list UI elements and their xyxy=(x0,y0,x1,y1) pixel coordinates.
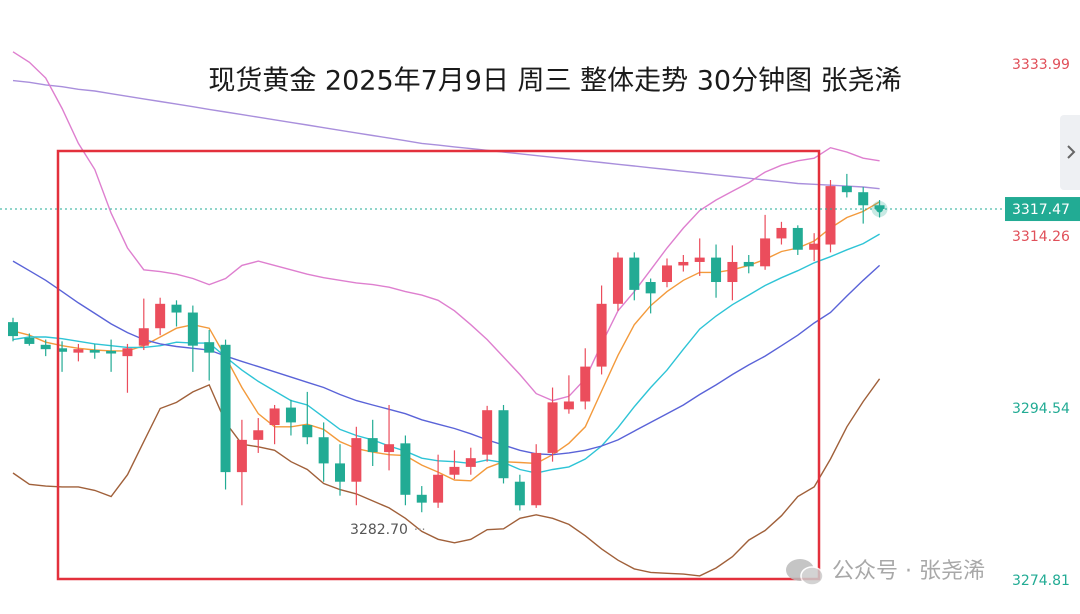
annotation-dots: ··· xyxy=(414,523,425,537)
candle-body xyxy=(629,257,640,290)
indicator-line xyxy=(12,260,881,456)
candle-body xyxy=(24,337,35,344)
candle-body xyxy=(335,463,345,482)
candles xyxy=(8,173,885,513)
candle-body xyxy=(155,303,166,329)
indicator-line xyxy=(12,378,881,577)
last-price-tag xyxy=(1005,197,1080,222)
indicator-lines xyxy=(12,51,881,577)
candle-body xyxy=(122,348,133,357)
candle-body xyxy=(792,227,803,250)
candle-body xyxy=(465,458,476,467)
y-tick-label: 3274.81 xyxy=(1012,573,1070,589)
candle-body xyxy=(662,265,672,283)
candle-body xyxy=(841,186,852,193)
candle-body xyxy=(236,439,247,473)
candle-body xyxy=(73,349,84,353)
candle-body xyxy=(171,304,182,313)
candle-body xyxy=(106,350,117,354)
indicator-line xyxy=(12,79,880,190)
watermark: 公众号 · 张尧浠 xyxy=(786,559,985,586)
indicator-line xyxy=(12,51,880,402)
candle-body xyxy=(678,261,689,266)
candle-body xyxy=(400,443,411,495)
candle-body xyxy=(743,261,754,267)
candle-body xyxy=(596,303,607,367)
last-price-label: 3317.47 xyxy=(1012,202,1070,218)
candle-body xyxy=(825,186,836,245)
candle-body xyxy=(645,282,656,294)
watermark-icon xyxy=(800,566,824,586)
low-annotation: 3282.70 xyxy=(350,522,408,538)
candle-body xyxy=(204,342,215,353)
candle-body xyxy=(858,192,869,206)
side-button[interactable] xyxy=(1060,115,1080,190)
candle-body xyxy=(253,430,264,440)
candle-body xyxy=(809,243,820,250)
candle-body xyxy=(727,261,738,283)
candle-body xyxy=(694,257,705,262)
candle-body xyxy=(285,407,296,423)
candle-body xyxy=(138,328,149,346)
side-button-bg[interactable] xyxy=(1060,115,1080,190)
candle-body xyxy=(514,481,525,506)
y-tick-label: 3294.54 xyxy=(1012,401,1070,417)
candle-body xyxy=(302,425,313,438)
candle-body xyxy=(498,410,509,479)
candle-body xyxy=(580,366,591,402)
y-tick-label: 3314.26 xyxy=(1012,229,1070,245)
candle-body xyxy=(776,227,787,239)
candle-body xyxy=(547,402,558,453)
indicator-line xyxy=(12,233,880,474)
candle-body xyxy=(563,401,574,410)
candle-body xyxy=(612,257,623,304)
side-button-arrow[interactable] xyxy=(1067,145,1076,159)
price-axis: 3333.99 3314.26 3294.54 3274.81 3317.47 xyxy=(0,57,1080,589)
candle-body xyxy=(384,444,395,453)
candle-body xyxy=(269,408,280,426)
candle-body xyxy=(40,344,51,350)
candle-body xyxy=(220,344,231,473)
last-price-dot xyxy=(876,205,884,213)
candle-body xyxy=(8,322,18,337)
chart-title: 现货黄金 2025年7月9日 周三 整体走势 30分钟图 张尧浠 xyxy=(208,66,901,97)
candle-body xyxy=(57,348,68,352)
candle-body xyxy=(711,257,722,283)
y-tick-label: 3333.99 xyxy=(1012,57,1070,73)
candle-body xyxy=(89,350,100,353)
candle-body xyxy=(760,238,771,267)
candle-body xyxy=(433,474,444,503)
candle-body xyxy=(531,452,542,506)
candle-body xyxy=(351,438,362,482)
candle-body xyxy=(482,410,493,455)
candle-body xyxy=(187,312,198,346)
candle-body xyxy=(318,437,329,464)
watermark-text: 公众号 · 张尧浠 xyxy=(832,559,985,584)
candle-body xyxy=(416,494,427,503)
candle-body xyxy=(367,438,378,453)
highlight-frame xyxy=(56,149,821,581)
candle-body xyxy=(449,466,460,475)
